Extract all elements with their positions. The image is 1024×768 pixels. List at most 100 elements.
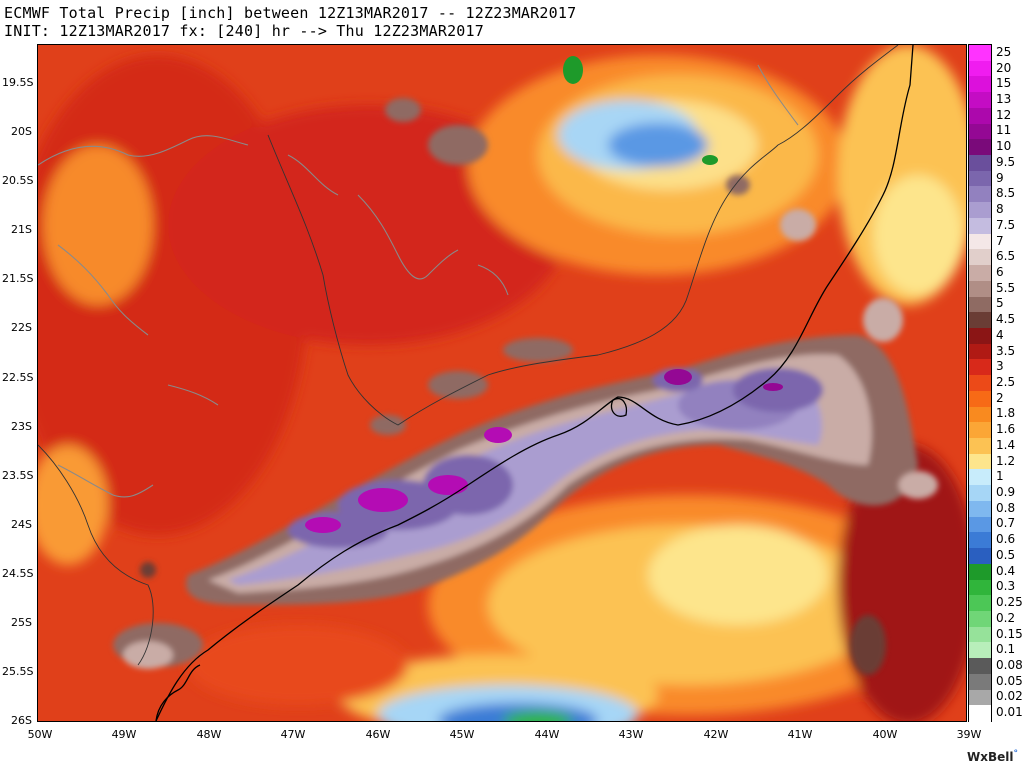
lon-label: 47W — [280, 728, 306, 741]
legend-label: 12 — [996, 107, 1012, 122]
legend-label: 1.8 — [996, 406, 1016, 421]
legend-label: 1.6 — [996, 422, 1016, 437]
precip-field-shading — [38, 45, 966, 721]
legend-label: 0.5 — [996, 547, 1016, 562]
legend-label: 20 — [996, 60, 1012, 75]
lat-label: 25.5S — [2, 665, 34, 678]
legend-swatch — [969, 406, 991, 423]
lat-label: 21S — [11, 223, 32, 236]
lat-label: 22S — [11, 321, 32, 334]
legend-label: 1.2 — [996, 453, 1016, 468]
lat-label: 21.5S — [2, 272, 34, 285]
legend-label: 0.4 — [996, 563, 1016, 578]
lat-label: 20.5S — [2, 174, 34, 187]
legend-swatch — [969, 500, 991, 518]
legend-swatch — [969, 595, 991, 612]
legend-swatch — [969, 170, 991, 188]
lon-label: 48W — [196, 728, 222, 741]
lat-label: 26S — [11, 714, 32, 727]
legend-swatch — [969, 705, 991, 722]
legend-swatch — [969, 626, 991, 643]
legend-swatch — [969, 610, 991, 628]
legend-label: 0.25 — [996, 595, 1023, 610]
legend-label: 0.01 — [996, 705, 1023, 720]
legend-swatch — [969, 265, 991, 282]
lat-label: 25S — [11, 616, 32, 629]
legend-label: 8.5 — [996, 186, 1016, 201]
legend-label: 8 — [996, 202, 1004, 217]
legend-label: 0.6 — [996, 532, 1016, 547]
legend-label: 5.5 — [996, 280, 1016, 295]
precip-map — [37, 44, 967, 722]
lat-label: 24.5S — [2, 567, 34, 580]
legend-swatch — [969, 45, 991, 62]
legend-swatch — [969, 375, 991, 392]
legend-swatch — [969, 390, 991, 408]
legend-label: 0.9 — [996, 485, 1016, 500]
legend-swatch — [969, 107, 991, 125]
legend-label: 11 — [996, 123, 1012, 138]
legend-label: 9.5 — [996, 154, 1016, 169]
legend-swatch — [969, 123, 991, 140]
legend-label: 13 — [996, 92, 1012, 107]
map-title-line-2: INIT: 12Z13MAR2017 fx: [240] hr --> Thu … — [4, 22, 484, 40]
lat-label: 22.5S — [2, 371, 34, 384]
legend-label: 7 — [996, 233, 1004, 248]
legend-label: 1 — [996, 469, 1004, 484]
legend-swatch — [969, 186, 991, 203]
legend-swatch — [969, 139, 991, 156]
legend-swatch — [969, 312, 991, 329]
lat-label: 24S — [11, 518, 32, 531]
legend-label: 6 — [996, 264, 1004, 279]
legend-label: 4 — [996, 327, 1004, 342]
legend-swatch — [969, 327, 991, 345]
lon-label: 45W — [449, 728, 475, 741]
legend-swatch — [969, 485, 991, 502]
legend-label: 3 — [996, 359, 1004, 374]
legend-swatch — [969, 563, 991, 581]
legend-label: 0.7 — [996, 516, 1016, 531]
lat-label: 23.5S — [2, 469, 34, 482]
brand-mark: ° — [1013, 749, 1019, 759]
legend-swatch — [969, 217, 991, 235]
legend-label: 9 — [996, 170, 1004, 185]
wxbell-logo: WxBell° — [967, 749, 1018, 764]
legend-swatch — [969, 280, 991, 298]
legend-label: 3.5 — [996, 343, 1016, 358]
legend-label: 4.5 — [996, 312, 1016, 327]
legend-label: 2 — [996, 390, 1004, 405]
legend-label: 6.5 — [996, 249, 1016, 264]
legend-swatch — [969, 579, 991, 596]
legend-label: 0.2 — [996, 610, 1016, 625]
legend-label: 0.8 — [996, 500, 1016, 515]
lat-label: 20S — [11, 125, 32, 138]
lon-label: 40W — [872, 728, 898, 741]
legend-swatch — [969, 296, 991, 313]
lat-label: 19.5S — [2, 76, 34, 89]
legend-swatch — [969, 516, 991, 533]
brand-name: WxBell — [967, 750, 1014, 764]
legend-swatch — [969, 202, 991, 219]
legend-swatch — [969, 532, 991, 549]
lon-label: 39W — [956, 728, 982, 741]
legend-swatch — [969, 453, 991, 471]
legend-label: 0.05 — [996, 673, 1023, 688]
legend-label: 0.3 — [996, 579, 1016, 594]
legend-swatch — [969, 76, 991, 93]
legend-swatch — [969, 422, 991, 439]
coastline — [155, 45, 914, 721]
legend-swatch — [969, 469, 991, 486]
color-legend — [968, 44, 992, 722]
lon-label: 49W — [111, 728, 137, 741]
lat-label: 23S — [11, 420, 32, 433]
legend-label: 2.5 — [996, 375, 1016, 389]
legend-label: 0.1 — [996, 642, 1016, 657]
legend-swatch — [969, 438, 991, 455]
legend-swatch — [969, 92, 991, 109]
lon-label: 44W — [534, 728, 560, 741]
legend-swatch — [969, 60, 991, 78]
scattered-cells — [140, 98, 938, 675]
legend-label: 5 — [996, 296, 1004, 311]
precip-maxima — [305, 56, 783, 533]
legend-swatch — [969, 343, 991, 360]
